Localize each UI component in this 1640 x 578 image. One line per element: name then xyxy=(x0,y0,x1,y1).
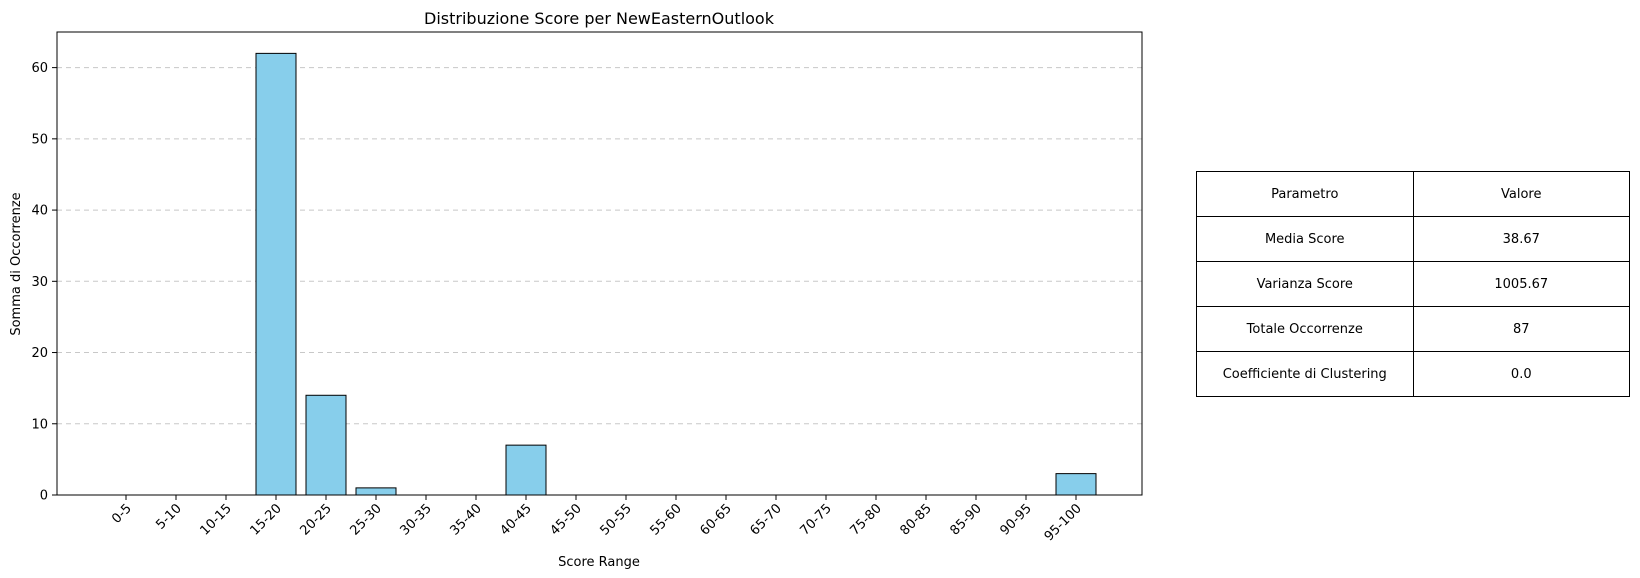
x-tick-label: 55-60 xyxy=(648,501,685,538)
table-row: Coefficiente di Clustering 0.0 xyxy=(1196,351,1631,397)
table-header-row: Parametro Valore xyxy=(1196,171,1631,217)
grid-lines xyxy=(57,67,1142,425)
value-cell: 38.67 xyxy=(1412,216,1631,262)
table-row: Media Score 38.67 xyxy=(1196,216,1631,262)
y-axis-label: Somma di Occorrenze xyxy=(9,192,24,335)
bar-20-25 xyxy=(305,394,347,496)
stats-table: Parametro Valore Media Score 38.67 Varia… xyxy=(1196,171,1631,397)
x-tick-label: 15-20 xyxy=(248,501,285,538)
bars xyxy=(255,52,1097,496)
y-tick-label: 20 xyxy=(31,346,48,361)
x-tick-label: 5-10 xyxy=(153,501,184,532)
header-parametro: Parametro xyxy=(1196,171,1414,217)
bar-95-100 xyxy=(1055,473,1097,496)
x-tick-label: 50-55 xyxy=(598,501,635,538)
y-axis: 0 10 20 30 40 50 60 xyxy=(31,61,57,504)
param-cell: Coefficiente di Clustering xyxy=(1196,351,1414,397)
x-tick-label: 90-95 xyxy=(998,501,1035,538)
x-tick-label: 20-25 xyxy=(298,501,335,538)
param-cell: Varianza Score xyxy=(1196,261,1414,307)
param-cell: Totale Occorrenze xyxy=(1196,306,1414,352)
y-tick-label: 0 xyxy=(40,489,48,504)
x-tick-label: 80-85 xyxy=(898,501,935,538)
table-row: Totale Occorrenze 87 xyxy=(1196,306,1631,352)
x-tick-label: 45-50 xyxy=(548,501,585,538)
y-tick-label: 40 xyxy=(31,204,48,219)
x-axis-label: Score Range xyxy=(558,555,640,570)
x-tick-label: 65-70 xyxy=(748,501,785,538)
value-cell: 0.0 xyxy=(1412,351,1631,397)
x-tick-label: 0-5 xyxy=(109,501,135,527)
x-tick-label: 95-100 xyxy=(1042,501,1085,544)
x-tick-label: 35-40 xyxy=(448,501,485,538)
x-tick-label: 70-75 xyxy=(798,501,835,538)
bar-40-45 xyxy=(505,444,547,496)
x-tick-label: 10-15 xyxy=(198,501,235,538)
x-tick-label: 60-65 xyxy=(698,501,735,538)
y-tick-label: 10 xyxy=(31,417,48,432)
plot-frame xyxy=(56,31,1143,496)
x-axis: 0-5 5-10 10-15 15-20 20-25 25-30 30-35 35-40 40-… xyxy=(109,495,1085,544)
x-tick-label: 30-35 xyxy=(398,501,435,538)
y-tick-label: 60 xyxy=(31,61,48,76)
value-cell: 1005.67 xyxy=(1412,261,1631,307)
bar-15-20 xyxy=(255,52,297,496)
param-cell: Media Score xyxy=(1196,216,1414,262)
x-tick-label: 40-45 xyxy=(498,501,535,538)
chart-title: Distribuzione Score per NewEasternOutloo… xyxy=(424,9,775,28)
table-row: Varianza Score 1005.67 xyxy=(1196,261,1631,307)
x-tick-label: 85-90 xyxy=(948,501,985,538)
x-tick-label: 75-80 xyxy=(848,501,885,538)
header-valore: Valore xyxy=(1412,171,1631,217)
value-cell: 87 xyxy=(1412,306,1631,352)
x-tick-label: 25-30 xyxy=(348,501,385,538)
bar-25-30 xyxy=(355,487,397,496)
y-tick-label: 30 xyxy=(31,275,48,290)
y-tick-label: 50 xyxy=(31,132,48,147)
